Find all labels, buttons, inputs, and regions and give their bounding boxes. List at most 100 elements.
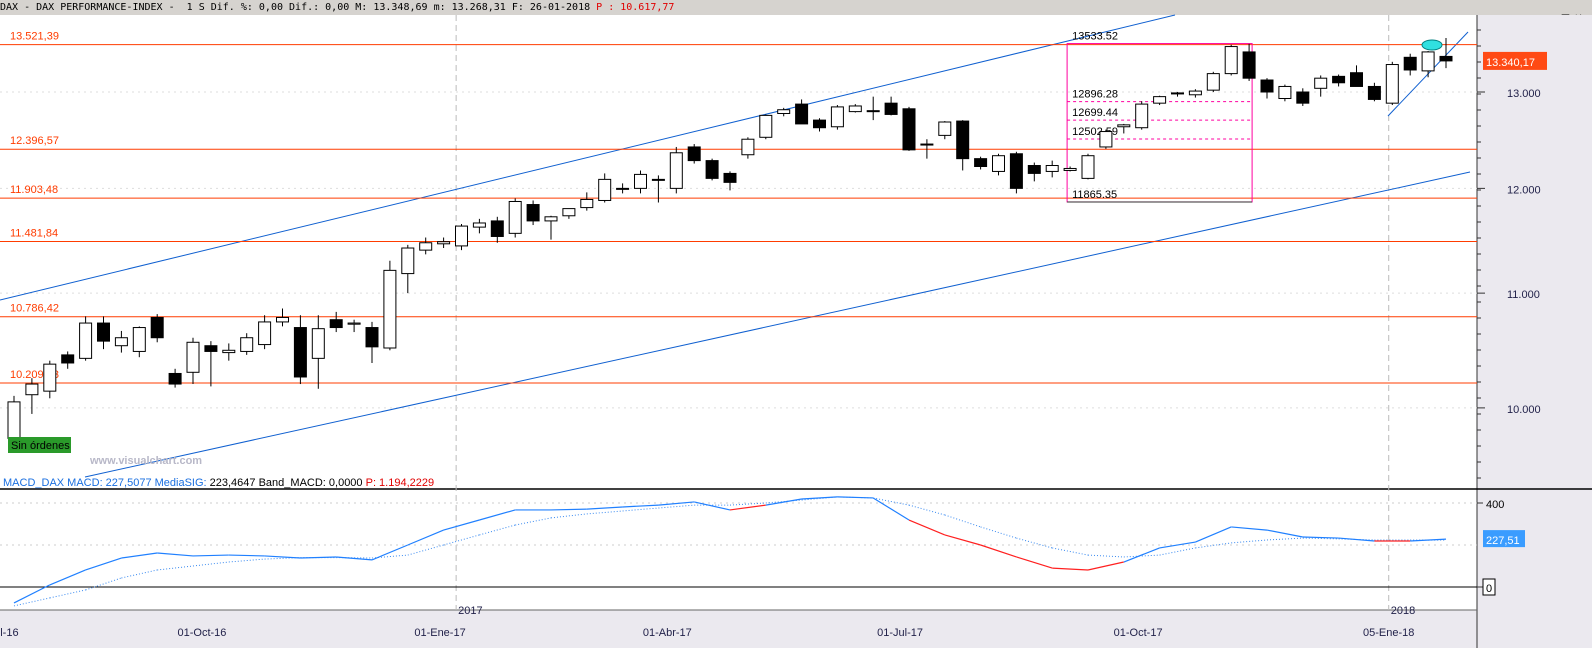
candle: [830, 105, 844, 130]
macd-line-segment: [1410, 538, 1447, 542]
candle-body: [25, 383, 39, 396]
candle: [580, 192, 594, 211]
candle-body: [168, 372, 182, 385]
candle-body: [1242, 51, 1256, 79]
candle-body: [1260, 79, 1274, 93]
candle-body: [884, 102, 898, 115]
candle-body: [741, 138, 755, 156]
candle-body: [1421, 51, 1435, 72]
macd-legend-item: 223,4647: [207, 477, 259, 489]
signal-line-segment: [443, 534, 480, 546]
candle-body: [974, 158, 988, 167]
candle: [1421, 51, 1435, 78]
candle: [956, 120, 970, 171]
macd-line-segment: [49, 569, 86, 586]
candle-body: [1332, 75, 1346, 84]
candle-body: [401, 247, 415, 275]
candle: [1153, 95, 1167, 106]
time-axis-label: 01-Jul-17: [877, 627, 923, 639]
candle: [634, 170, 647, 194]
candle-body: [669, 152, 683, 189]
retracement-label: 12699.44: [1072, 107, 1118, 119]
candle: [168, 368, 182, 388]
candle: [490, 216, 504, 243]
price-tick-label: 12.000: [1507, 184, 1541, 196]
candle: [293, 315, 307, 385]
level-label: 12.396,57: [10, 135, 59, 147]
plot-area: [0, 15, 1477, 610]
macd-line-segment: [443, 519, 480, 531]
candle-body: [132, 327, 146, 352]
macd-line-segment: [694, 501, 731, 511]
candle-body: [437, 241, 451, 245]
candle: [1260, 78, 1274, 99]
level-label: 10.786,42: [10, 303, 59, 315]
candle-body: [992, 155, 1005, 172]
candle: [1385, 61, 1399, 106]
candle-body: [1135, 103, 1149, 129]
chart-title-bar: DAX - DAX PERFORMANCE-INDEX - 1 S Dif. %…: [0, 0, 1592, 24]
candle-body: [1296, 91, 1310, 104]
candle: [347, 319, 361, 333]
trendline-lower: [84, 171, 1471, 478]
candle-body: [1206, 73, 1220, 91]
candle: [1206, 71, 1220, 92]
candle: [562, 208, 576, 219]
high-value: M: 13.348,69: [355, 2, 428, 13]
candle-body: [956, 120, 970, 160]
candle: [669, 146, 683, 194]
macd-line-segment: [13, 584, 51, 604]
macd-line-segment: [1087, 561, 1124, 571]
candle: [1403, 53, 1417, 76]
signal-line-segment: [944, 514, 981, 528]
time-axis-area: [0, 610, 1477, 648]
candle-body: [580, 198, 594, 209]
signal-line-segment: [157, 565, 194, 571]
candle-body: [777, 109, 791, 114]
year-label: 2017: [458, 605, 482, 617]
candle-body: [920, 143, 934, 146]
macd-tick-label: 0: [1486, 583, 1492, 595]
macd-line-segment: [1266, 529, 1303, 538]
macd-last-tag: [1483, 530, 1525, 548]
candle: [1135, 101, 1149, 130]
signal-line-segment: [121, 569, 158, 579]
candle-body: [1439, 55, 1453, 62]
signal-line-segment: [1159, 547, 1196, 556]
candle: [1188, 89, 1202, 98]
candle-body: [1009, 153, 1023, 189]
candle-body: [472, 222, 486, 228]
candle: [741, 137, 755, 159]
macd-line-segment: [1195, 526, 1232, 543]
candle-body: [258, 321, 272, 346]
candle-body: [1081, 155, 1095, 179]
candle: [848, 104, 862, 113]
macd-line-segment: [765, 498, 802, 506]
candle-body: [347, 322, 361, 325]
candle: [329, 311, 343, 333]
macd-line-segment: [228, 554, 265, 557]
candle: [687, 144, 701, 164]
candle: [186, 337, 200, 385]
candle-body: [186, 341, 200, 373]
candle-body: [634, 173, 647, 189]
level-label: 13.521,39: [10, 31, 59, 43]
candle-body: [598, 178, 612, 201]
level-label: 11.903,48: [10, 184, 58, 196]
time-axis-label: 01-Abr-17: [643, 627, 692, 639]
candle: [1314, 75, 1328, 97]
time-axis-label: 01-Ene-17: [414, 627, 465, 639]
candle-body: [1385, 64, 1399, 104]
candle-body: [61, 354, 75, 364]
candle-body: [1045, 165, 1059, 172]
candle-body: [311, 328, 325, 359]
signal-line-segment: [1052, 547, 1089, 556]
signal-line-segment: [1195, 542, 1232, 549]
macd-line-segment: [1231, 526, 1268, 531]
macd-line-segment: [622, 504, 659, 508]
candle: [79, 316, 93, 361]
macd-line-segment: [980, 544, 1017, 558]
candle: [508, 198, 522, 238]
candle-body: [759, 114, 773, 138]
